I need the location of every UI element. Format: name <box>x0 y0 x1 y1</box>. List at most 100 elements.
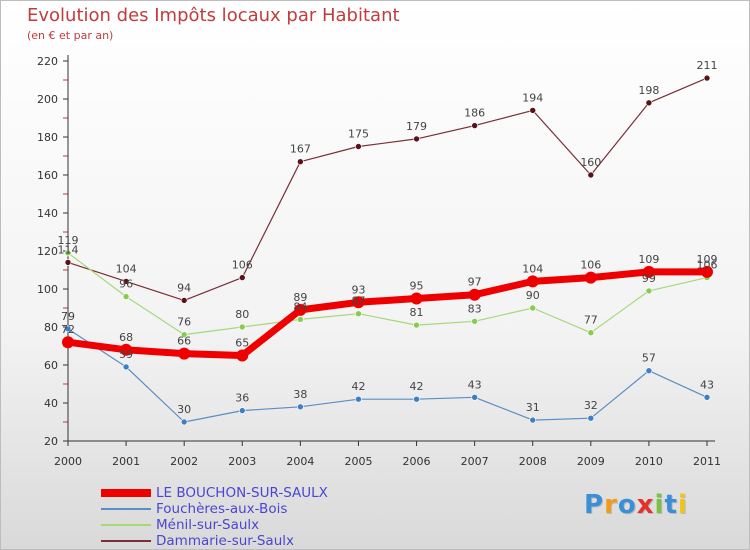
legend-label: Fouchères-aux-Bois <box>156 501 288 517</box>
data-point-menil-sur-saulx <box>355 310 362 318</box>
logo-letter: o <box>617 490 637 520</box>
data-label-menil-sur-saulx: 99 <box>642 272 656 285</box>
data-point-menil-sur-saulx <box>529 304 537 312</box>
x-tick-label: 2010 <box>635 455 663 468</box>
data-label-le-bouchon-sur-saulx: 72 <box>61 323 75 336</box>
data-label-foucheres-aux-bois: 30 <box>177 403 191 416</box>
data-point-dammarie-sur-saulx <box>587 171 595 179</box>
x-tick-label: 2003 <box>228 455 256 468</box>
data-label-foucheres-aux-bois: 42 <box>410 380 424 393</box>
data-label-menil-sur-saulx: 83 <box>468 302 482 315</box>
data-point-le-bouchon-sur-saulx <box>294 303 307 316</box>
data-point-le-bouchon-sur-saulx <box>468 288 481 301</box>
legend-label: Ménil-sur-Saulx <box>156 517 260 533</box>
legend-swatch <box>101 489 151 497</box>
x-tick-label: 2002 <box>170 455 198 468</box>
data-label-menil-sur-saulx: 80 <box>235 308 249 321</box>
series-line-menil-sur-saulx <box>67 252 708 336</box>
data-label-dammarie-sur-saulx: 167 <box>290 143 311 156</box>
data-label-le-bouchon-sur-saulx: 104 <box>522 262 543 275</box>
data-label-foucheres-aux-bois: 43 <box>700 378 714 391</box>
series-line-le-bouchon-sur-saulx <box>64 268 711 359</box>
series-line-foucheres-aux-bois <box>67 328 708 423</box>
data-point-menil-sur-saulx <box>238 323 246 331</box>
data-point-foucheres-aux-bois <box>122 363 130 371</box>
data-point-foucheres-aux-bois <box>471 393 478 401</box>
data-label-menil-sur-saulx: 84 <box>293 300 307 313</box>
data-label-le-bouchon-sur-saulx: 89 <box>293 291 307 304</box>
x-tick-label: 2000 <box>54 455 82 468</box>
data-label-dammarie-sur-saulx: 194 <box>522 91 543 104</box>
data-point-menil-sur-saulx <box>471 317 478 325</box>
data-label-menil-sur-saulx: 87 <box>351 295 365 308</box>
data-label-foucheres-aux-bois: 59 <box>119 348 133 361</box>
data-label-menil-sur-saulx: 77 <box>584 314 598 327</box>
x-tick-label: 2009 <box>577 455 605 468</box>
data-point-le-bouchon-sur-saulx <box>236 349 249 362</box>
data-label-menil-sur-saulx: 119 <box>58 234 79 247</box>
data-label-foucheres-aux-bois: 57 <box>642 352 656 365</box>
data-label-dammarie-sur-saulx: 106 <box>232 259 253 272</box>
data-point-dammarie-sur-saulx <box>180 297 188 304</box>
data-point-foucheres-aux-bois <box>297 403 304 411</box>
data-point-foucheres-aux-bois <box>703 393 711 401</box>
logo-letter: i <box>677 490 688 520</box>
data-point-le-bouchon-sur-saulx <box>62 336 74 349</box>
y-tick-label: 180 <box>37 131 58 144</box>
logo-letter: x <box>636 490 655 520</box>
data-label-dammarie-sur-saulx: 175 <box>348 128 369 141</box>
y-tick-label: 220 <box>37 55 58 68</box>
data-label-menil-sur-saulx: 106 <box>697 259 718 272</box>
data-point-menil-sur-saulx <box>645 287 653 295</box>
series-line-dammarie-sur-saulx <box>67 77 708 301</box>
data-point-le-bouchon-sur-saulx <box>701 265 713 278</box>
x-tick-label: 2001 <box>112 455 140 468</box>
chart-subtitle: (en € et par an) <box>27 29 114 42</box>
data-point-dammarie-sur-saulx <box>413 135 420 143</box>
data-point-le-bouchon-sur-saulx <box>352 296 365 309</box>
data-label-dammarie-sur-saulx: 186 <box>464 107 485 120</box>
logo-letter: P <box>584 490 605 520</box>
data-label-menil-sur-saulx: 81 <box>410 306 424 319</box>
data-label-le-bouchon-sur-saulx: 97 <box>468 276 482 289</box>
data-label-foucheres-aux-bois: 36 <box>235 392 249 405</box>
legend-label: LE BOUCHON-SUR-SAULX <box>156 485 328 501</box>
data-label-foucheres-aux-bois: 79 <box>61 310 75 323</box>
data-point-menil-sur-saulx <box>413 321 420 329</box>
data-point-dammarie-sur-saulx <box>122 278 130 285</box>
data-label-le-bouchon-sur-saulx: 95 <box>410 280 424 293</box>
data-label-le-bouchon-sur-saulx: 65 <box>235 337 249 350</box>
y-tick-label: 200 <box>37 93 58 106</box>
data-point-le-bouchon-sur-saulx <box>642 265 655 278</box>
data-label-dammarie-sur-saulx: 179 <box>406 120 427 133</box>
data-label-foucheres-aux-bois: 43 <box>468 378 482 391</box>
data-point-menil-sur-saulx <box>64 249 72 257</box>
data-label-foucheres-aux-bois: 38 <box>293 388 307 401</box>
data-label-dammarie-sur-saulx: 198 <box>638 84 659 97</box>
data-label-le-bouchon-sur-saulx: 106 <box>580 259 601 272</box>
data-point-menil-sur-saulx <box>297 316 304 323</box>
x-tick-label: 2004 <box>286 455 314 468</box>
data-point-foucheres-aux-bois <box>413 395 420 403</box>
x-tick-label: 2007 <box>461 455 489 468</box>
y-tick-label: 40 <box>44 397 58 410</box>
data-point-foucheres-aux-bois <box>355 395 362 403</box>
data-point-le-bouchon-sur-saulx <box>526 275 539 288</box>
data-point-dammarie-sur-saulx <box>645 99 653 107</box>
data-point-menil-sur-saulx <box>180 331 188 338</box>
data-label-le-bouchon-sur-saulx: 68 <box>119 331 133 344</box>
y-tick-label: 100 <box>37 283 58 296</box>
x-tick-label: 2006 <box>403 455 431 468</box>
data-label-le-bouchon-sur-saulx: 93 <box>351 283 365 296</box>
data-label-menil-sur-saulx: 96 <box>119 278 133 291</box>
data-label-foucheres-aux-bois: 32 <box>584 399 598 412</box>
chart-title: Evolution des Impôts locaux par Habitant <box>27 5 400 26</box>
data-label-le-bouchon-sur-saulx: 66 <box>177 335 191 348</box>
data-label-foucheres-aux-bois: 31 <box>526 401 540 414</box>
x-tick-label: 2011 <box>693 455 721 468</box>
data-point-dammarie-sur-saulx <box>238 274 246 281</box>
data-point-le-bouchon-sur-saulx <box>410 292 423 305</box>
data-point-le-bouchon-sur-saulx <box>120 343 133 356</box>
